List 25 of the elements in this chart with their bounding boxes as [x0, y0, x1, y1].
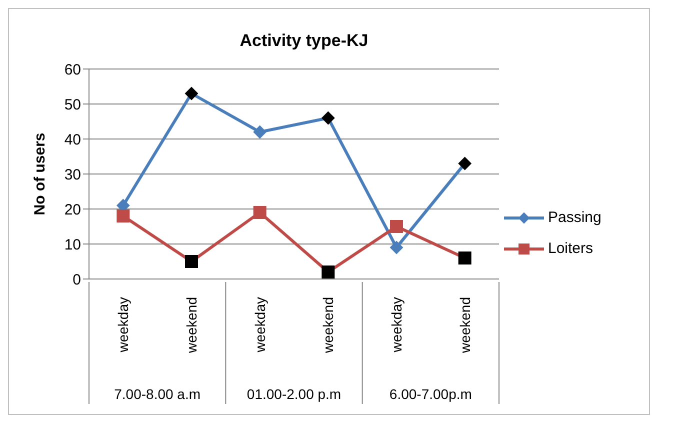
x-tick-label: weekend [184, 297, 200, 354]
x-tick-label: weekend [456, 297, 473, 354]
y-tick-label: 60 [64, 61, 81, 78]
point [116, 210, 130, 222]
point [253, 206, 266, 219]
text: 6.00-7.00p.m [389, 386, 472, 402]
x-tick-label: weekday [252, 297, 268, 354]
text: 01.00-2.00 p.m [246, 386, 342, 402]
y-axis-title: No of users [31, 132, 48, 216]
point [390, 241, 403, 254]
y-tick-label: 30 [64, 166, 81, 184]
y-tick-label: 50 [64, 96, 81, 114]
y-tick-label: 20 [64, 201, 81, 218]
chart-title: Activity type-KJ [238, 31, 370, 51]
point [253, 126, 266, 138]
legend-label: Loiters [548, 240, 594, 257]
text: 7.00-8.00 a.m [114, 386, 201, 402]
x-tick-label: weekday [115, 297, 132, 354]
x-tick-label: weekday [388, 297, 404, 354]
x-tick-label: weekend [320, 297, 336, 354]
y-tick-label: 10 [64, 236, 81, 254]
point [390, 220, 403, 233]
y-tick-label: 0 [72, 271, 81, 288]
legend-label: Passing [548, 209, 602, 226]
y-tick-label: 40 [64, 131, 81, 148]
